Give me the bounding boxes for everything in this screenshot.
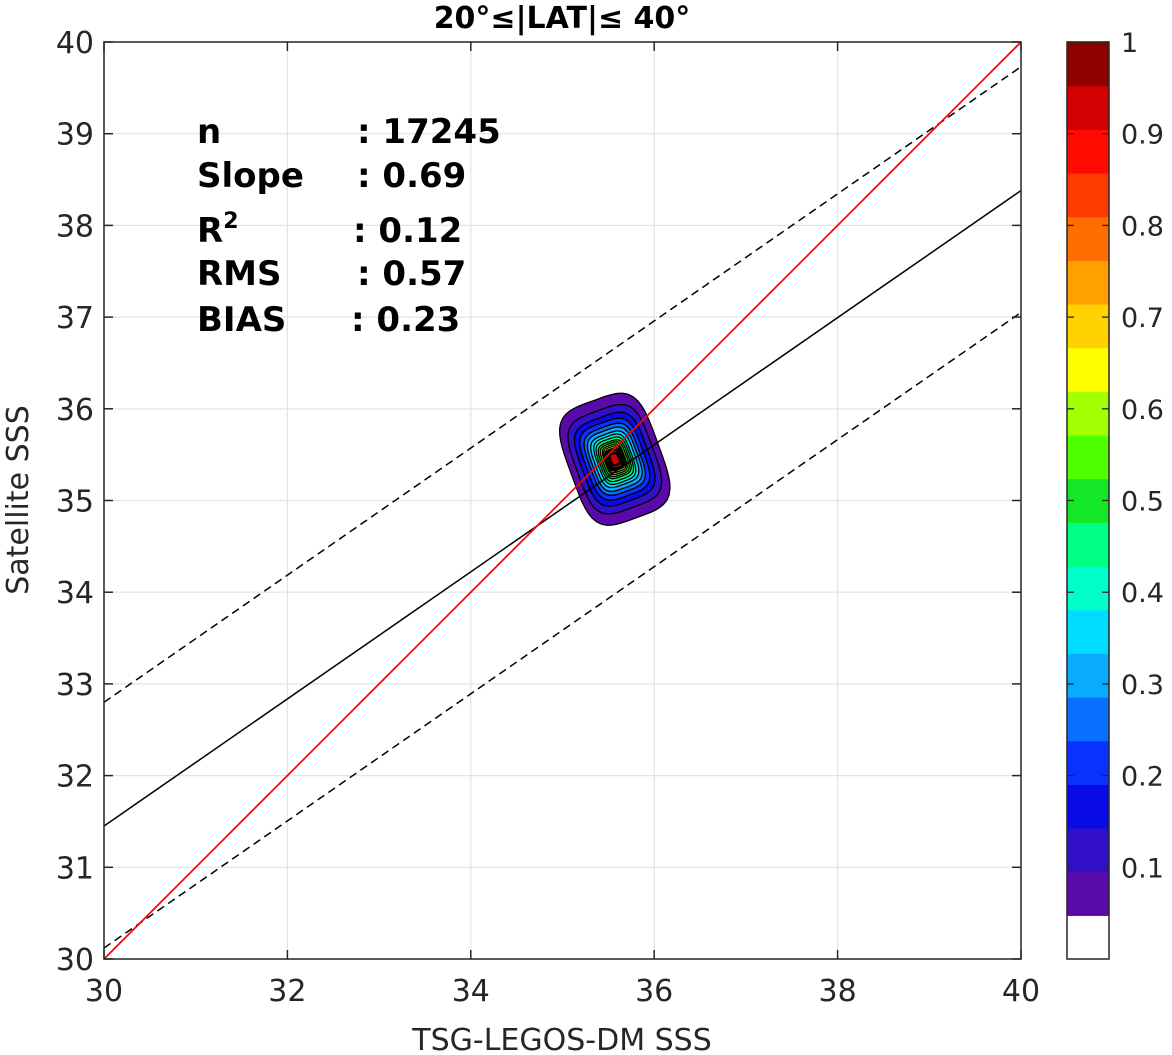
y-tick-label: 33 [56, 668, 94, 703]
y-tick-label: 40 [56, 26, 94, 61]
y-tick-label: 31 [56, 851, 94, 886]
colorbar-segment [1067, 304, 1109, 349]
lower-bound-line [104, 311, 1021, 949]
x-tick-label: 40 [1002, 974, 1040, 1009]
colorbar-segment [1067, 260, 1109, 305]
y-tick-label: 36 [56, 393, 94, 428]
colorbar: 0.1 0.2 0.3 0.4 0.5 0.6 0.7 0.8 0.9 1 [1066, 28, 1164, 960]
stat-label: n [197, 112, 221, 152]
x-tick-label: 38 [819, 974, 857, 1009]
colorbar-segment [1067, 347, 1109, 392]
colorbar-segment [1067, 828, 1109, 873]
colorbar-tick-label: 1 [1121, 28, 1138, 59]
x-axis-label: TSG-LEGOS-DM SSS [411, 1023, 712, 1055]
stat-value: : 17245 [357, 112, 501, 152]
stat-value: : 0.23 [351, 300, 460, 340]
colorbar-tick-label: 0.9 [1121, 120, 1164, 151]
stat-value: : 0.69 [357, 156, 466, 196]
y-tick-label: 34 [56, 576, 94, 611]
x-tick-label: 30 [85, 974, 123, 1009]
colorbar-tick-label: 0.3 [1121, 670, 1164, 701]
stat-value: : 0.12 [353, 211, 462, 251]
y-tick-label: 32 [56, 760, 94, 795]
colorbar-segment [1067, 216, 1109, 261]
colorbar-segment [1067, 609, 1109, 654]
y-tick-label: 38 [56, 209, 94, 244]
colorbar-tick-label: 0.2 [1121, 762, 1164, 793]
density-contours [558, 392, 671, 526]
colorbar-tick-label: 0.5 [1121, 487, 1164, 518]
stat-label: BIAS [197, 300, 286, 340]
colorbar-segment [1067, 85, 1109, 130]
tick-labels: 30 32 34 36 38 40 30 31 32 33 34 35 36 37 38 39 40 [56, 26, 1040, 1009]
colorbar-segment [1067, 42, 1109, 87]
grid-lines [103, 41, 1022, 960]
colorbar-segment [1067, 697, 1109, 742]
colorbar-tick-label: 0.7 [1121, 303, 1164, 334]
identity-line [104, 42, 1021, 959]
y-tick-label: 37 [56, 301, 94, 336]
colorbar-segment [1067, 740, 1109, 785]
chart-title: 20°≤|LAT|≤ 40° [434, 1, 691, 36]
colorbar-tick-label: 0.4 [1121, 578, 1164, 609]
colorbar-tick-label: 0.6 [1121, 395, 1164, 426]
y-tick-label: 30 [56, 943, 94, 978]
colorbar-segment [1067, 871, 1109, 916]
colorbar-segment [1067, 435, 1109, 480]
colorbar-segment [1067, 391, 1109, 436]
fit-lines [104, 42, 1021, 959]
y-axis-label: Satellite SSS [1, 405, 36, 595]
regression-line [104, 189, 1021, 827]
x-tick-label: 32 [268, 974, 306, 1009]
colorbar-segment [1067, 522, 1109, 567]
colorbar-segment [1067, 173, 1109, 218]
upper-bound-line [104, 66, 1021, 703]
y-tick-label: 35 [56, 485, 94, 520]
colorbar-segment [1067, 566, 1109, 611]
colorbar-segment [1067, 653, 1109, 698]
density-contour [609, 452, 620, 466]
stat-superscript: 2 [223, 209, 238, 234]
colorbar-tick-label: 0.1 [1121, 853, 1164, 884]
colorbar-segment [1067, 915, 1109, 960]
stat-label: Slope [197, 156, 304, 196]
x-tick-label: 34 [452, 974, 490, 1009]
colorbar-tick-label: 0.8 [1121, 211, 1164, 242]
stat-label: RMS [197, 254, 282, 294]
colorbar-segment [1067, 129, 1109, 174]
y-tick-label: 39 [56, 118, 94, 153]
x-tick-label: 36 [635, 974, 673, 1009]
axis-ticks [103, 41, 1022, 960]
colorbar-segment [1067, 784, 1109, 829]
stat-value: : 0.57 [357, 254, 466, 294]
